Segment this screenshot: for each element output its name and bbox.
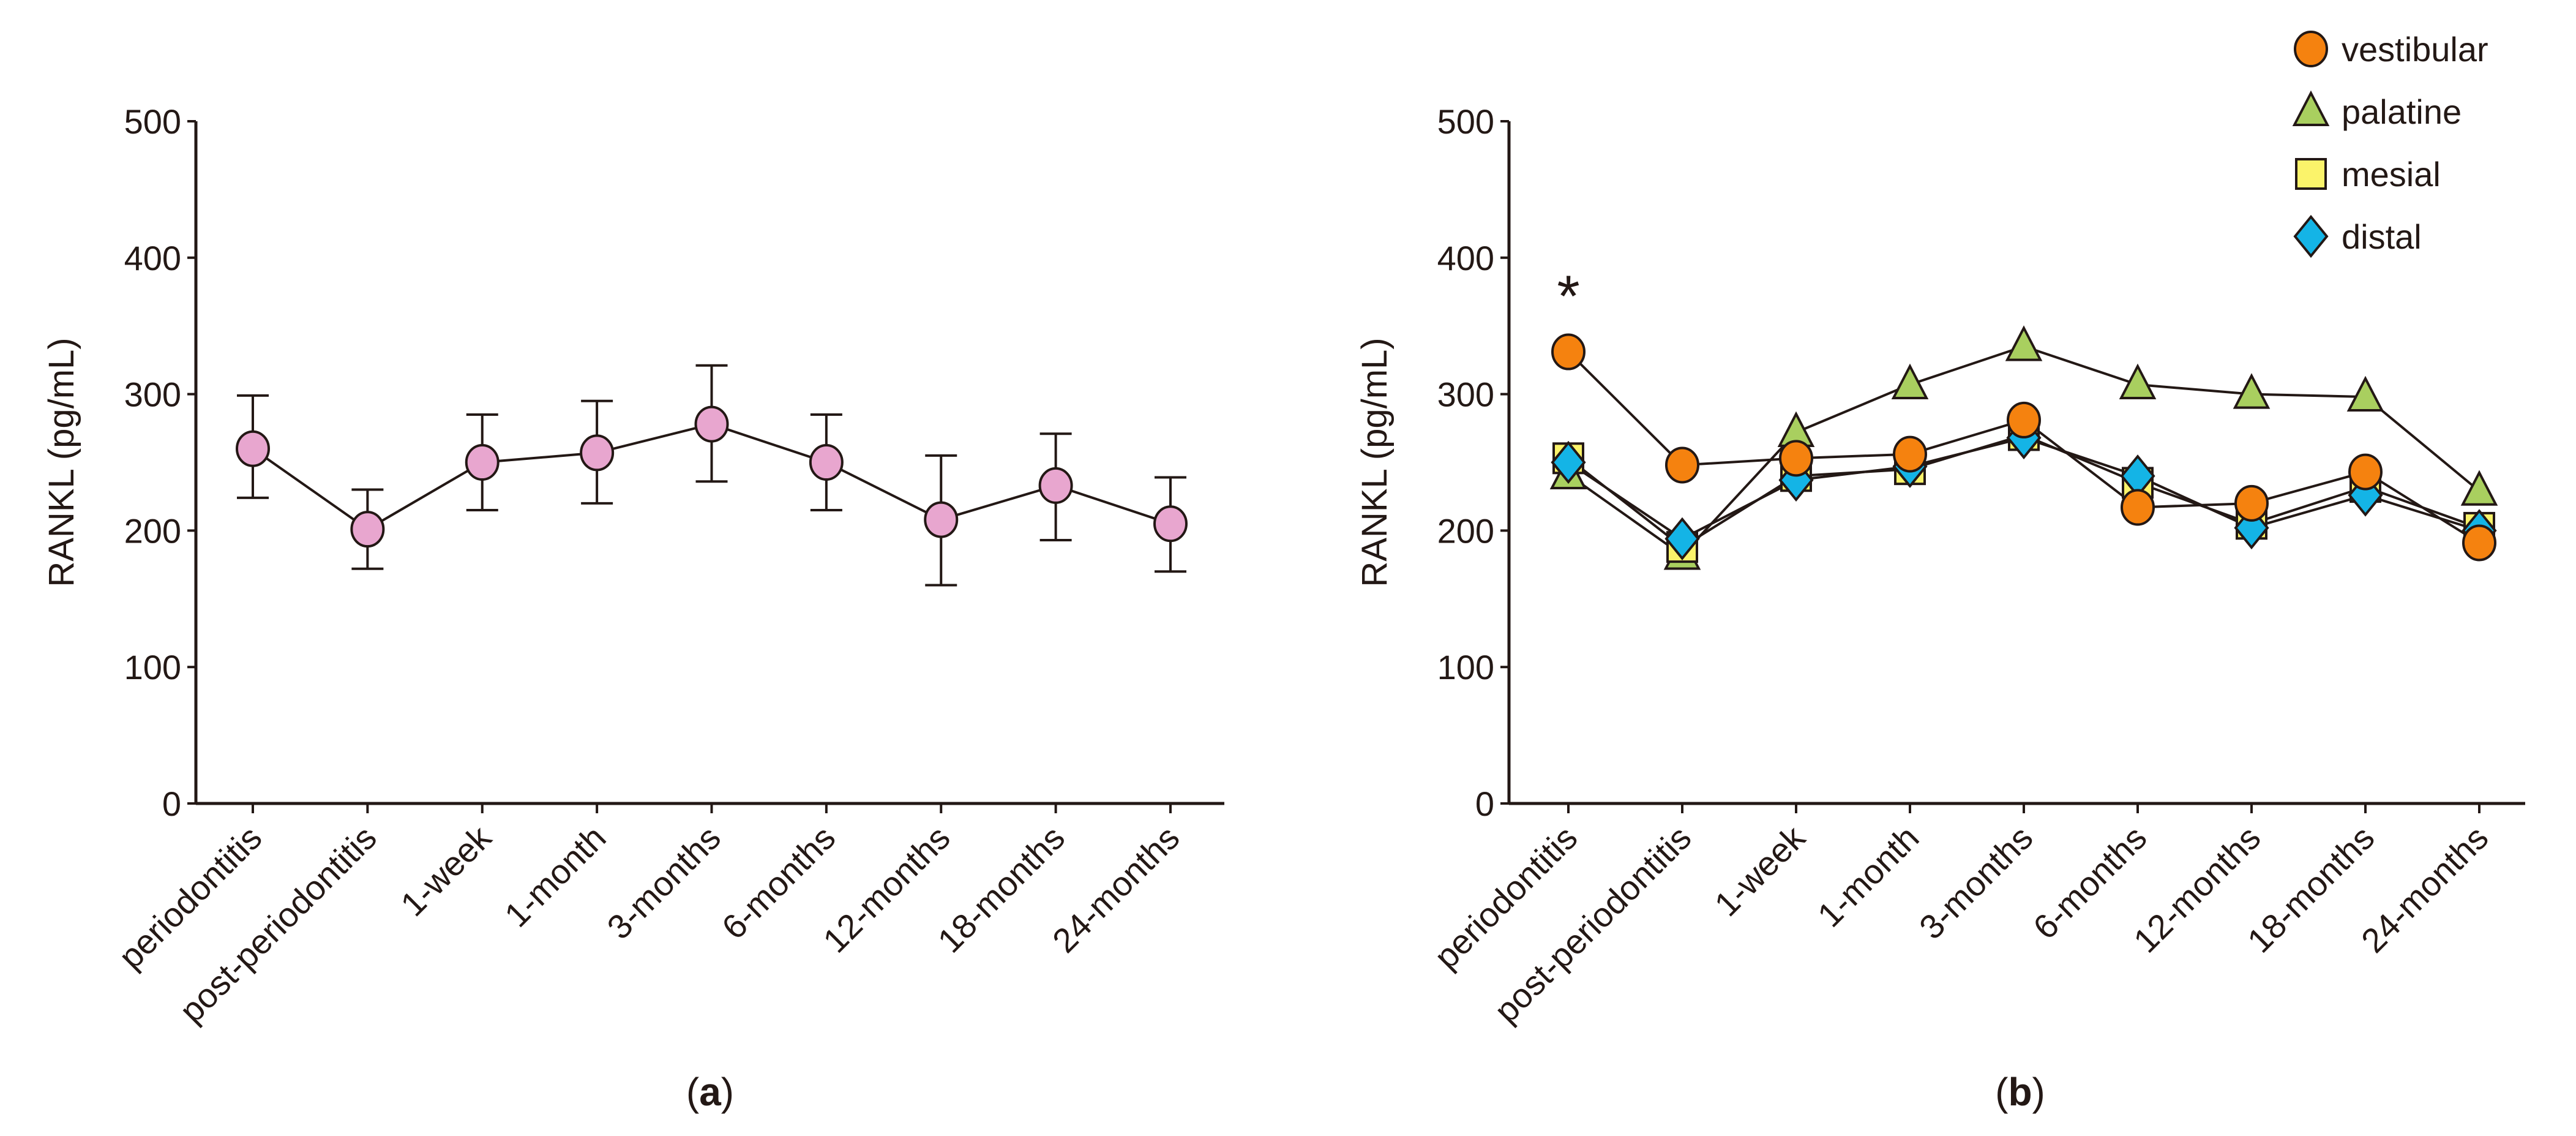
y-tick-label: 400	[124, 239, 181, 277]
data-point-palatine	[2233, 373, 2271, 409]
panel-b-label: (b)	[1995, 1070, 2045, 1114]
x-tick-label: 24-months	[1045, 818, 1187, 960]
data-point-palatine	[2119, 363, 2157, 400]
data-point-palatine	[1891, 363, 1929, 400]
data-point-RANKL	[924, 501, 959, 538]
panel-a-label: (a)	[686, 1070, 734, 1114]
data-point-RANKL	[580, 434, 615, 472]
x-tick-label: post-periodontitis	[1486, 818, 1698, 1030]
x-tick-label: 1-week	[1707, 818, 1813, 923]
data-point-RANKL	[809, 444, 844, 481]
x-tick-label: 1-week	[393, 818, 499, 923]
data-point-vestibular	[1893, 435, 1927, 473]
y-tick-label: 200	[124, 511, 181, 550]
x-tick-label: post-periodontitis	[172, 818, 384, 1030]
legend-marker-vestibular	[2294, 31, 2328, 67]
data-point-RANKL	[694, 405, 729, 443]
data-point-vestibular	[2121, 489, 2155, 526]
y-tick-label: 300	[1437, 375, 1494, 414]
data-point-RANKL	[236, 430, 270, 467]
y-tick-label: 100	[1437, 648, 1494, 686]
data-point-RANKL	[465, 444, 500, 481]
legend-label-mesial: mesial	[2342, 155, 2441, 194]
x-tick-label: 3-months	[599, 818, 728, 947]
data-point-vestibular	[1665, 446, 1699, 484]
y-tick-label: 0	[162, 784, 181, 823]
legend-marker-palatine	[2292, 90, 2330, 126]
significance-asterisk: *	[1557, 264, 1579, 329]
data-point-palatine	[2005, 325, 2043, 361]
legend-marker-mesial	[2295, 158, 2327, 190]
y-tick-label: 300	[124, 375, 181, 414]
y-tick-label: 500	[124, 102, 181, 141]
data-point-distal	[1551, 440, 1586, 484]
data-point-vestibular	[2462, 524, 2496, 562]
data-point-vestibular	[1779, 440, 1813, 477]
y-tick-label: 500	[1437, 102, 1494, 141]
legend-label-vestibular: vestibular	[2342, 30, 2488, 69]
data-point-vestibular	[2234, 484, 2269, 522]
y-axis-label: RANKL (pg/mL)	[1355, 337, 1395, 587]
data-point-vestibular	[2007, 401, 2041, 438]
legend-marker-distal	[2293, 214, 2329, 258]
y-tick-label: 200	[1437, 511, 1494, 550]
x-tick-label: 1-month	[1810, 818, 1926, 935]
data-point-palatine	[2460, 470, 2498, 506]
legend-label-distal: distal	[2342, 217, 2422, 256]
x-tick-label: 1-month	[497, 818, 613, 935]
y-tick-label: 100	[124, 648, 181, 686]
data-point-vestibular	[1551, 333, 1586, 371]
y-axis-label: RANKL (pg/mL)	[42, 337, 81, 587]
data-point-RANKL	[350, 511, 385, 548]
panel-b-chart: 0100200300400500periodontitispost-period…	[1355, 30, 2525, 1030]
y-tick-label: 400	[1437, 239, 1494, 277]
data-point-palatine	[2346, 375, 2384, 412]
data-point-RANKL	[1038, 467, 1073, 504]
legend-label-palatine: palatine	[2342, 92, 2462, 131]
data-point-vestibular	[2348, 453, 2383, 491]
panel-a-chart: 0100200300400500periodontitispost-period…	[42, 102, 1224, 1030]
x-tick-label: 3-months	[1912, 818, 2040, 947]
y-tick-label: 0	[1475, 784, 1494, 823]
data-point-distal	[1664, 517, 1700, 560]
data-point-RANKL	[1153, 505, 1188, 543]
